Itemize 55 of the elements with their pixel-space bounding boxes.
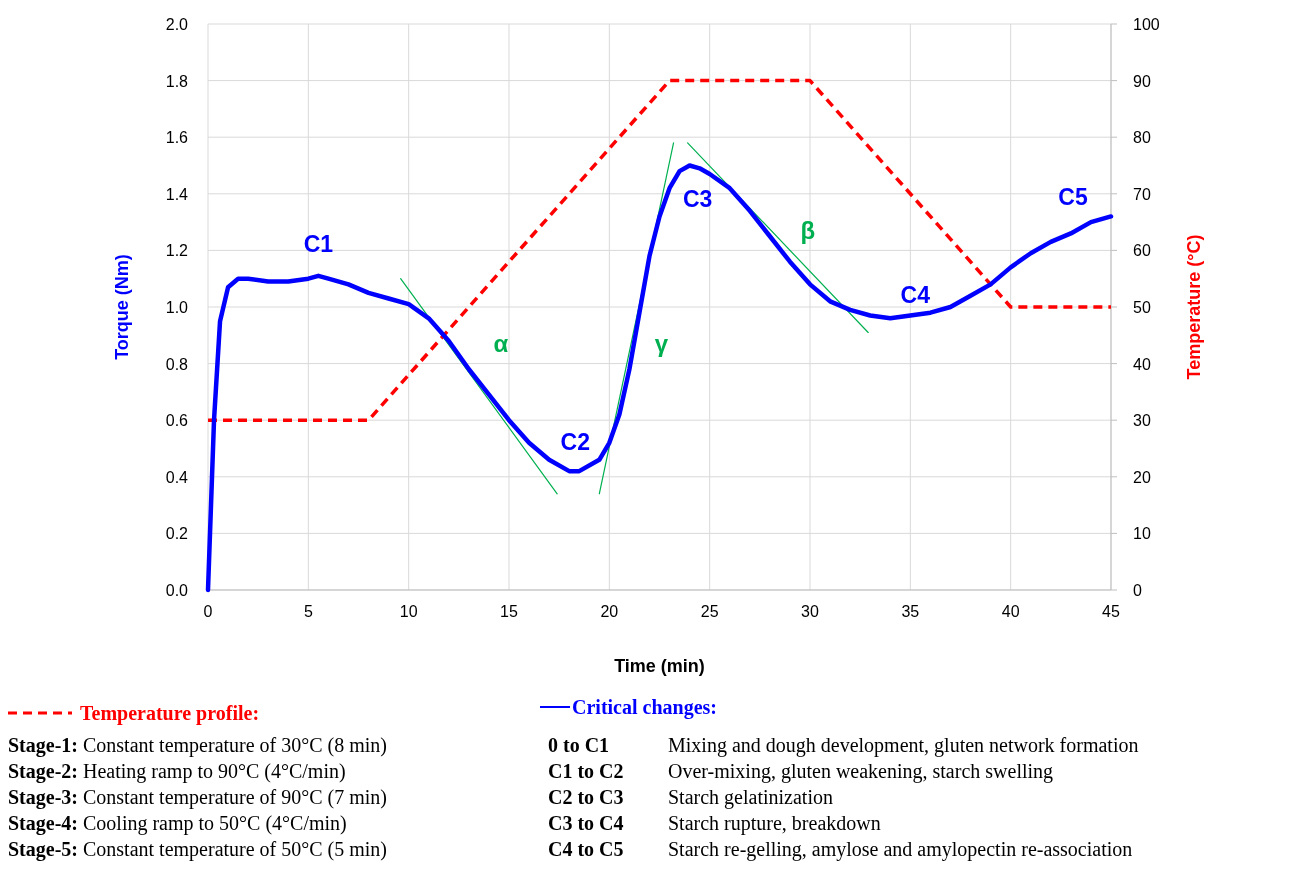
x-tick-label: 45: [1102, 603, 1120, 620]
x-tick-label: 35: [901, 603, 920, 620]
y2-tick-label: 10: [1133, 525, 1151, 543]
text: 0 to C1 Mixing and dough development, gluten network formation: [548, 734, 1139, 756]
x-tick-label: 15: [500, 603, 518, 620]
annotation: α: [493, 329, 509, 357]
x-tick-label: 40: [1001, 603, 1020, 620]
y-tick-label: 2.0: [165, 16, 189, 33]
annotation: C5: [1058, 184, 1088, 211]
text: C3 to C4 Starch rupture, breakdown: [548, 812, 881, 834]
annotation: γ: [654, 329, 669, 357]
annotation: C4: [900, 282, 931, 309]
y-tick-label: 0.2: [165, 525, 189, 543]
text: C2 to C3 Starch gelatinization: [548, 786, 833, 808]
text: C1 to C2 Over-mixing, gluten weakening, starch swelling: [548, 760, 1054, 782]
y-tick-label: 0.6: [165, 412, 189, 430]
x-tick-label: 25: [700, 603, 719, 620]
text: C4 to C5 Starch re-gelling, amylose and amylopectin re-association: [548, 838, 1133, 860]
x-tick-label: 30: [801, 603, 819, 620]
y-tick-label: 0.8: [165, 355, 189, 373]
x-tick-label: 10: [399, 603, 418, 620]
y-tick-label: 1.2: [165, 242, 189, 260]
y-tick-label: 0.4: [165, 468, 189, 486]
annotation: β: [800, 216, 816, 244]
x-axis-title: Time (min): [614, 656, 705, 676]
annotation: C2: [560, 429, 590, 456]
text: Stage-5: Constant temperature of 50°C (5 min): [8, 838, 388, 861]
y-tick-label: 1.4: [165, 185, 189, 203]
x-tick-label: 20: [600, 603, 619, 620]
y-tick-label: 0.0: [165, 582, 189, 599]
y2-tick-label: 70: [1133, 185, 1151, 203]
y2-tick-label: 20: [1133, 468, 1151, 486]
y-tick-label: 1.8: [165, 72, 189, 90]
y-axis-title: Torque (Nm): [112, 254, 132, 360]
x-tick-label: 0: [203, 603, 213, 620]
y2-tick-label: 50: [1133, 299, 1151, 316]
legend-label: Temperature profile:: [80, 702, 260, 725]
annotation: C1: [303, 230, 334, 257]
y2-tick-label: 30: [1133, 412, 1151, 430]
y2-tick-label: 80: [1133, 129, 1151, 147]
legend-label: Critical changes:: [572, 696, 717, 719]
y2-axis-title: Temperature (°C): [1184, 234, 1204, 380]
text: Stage-1: Constant temperature of 30°C (8 min): [8, 734, 388, 757]
y-tick-label: 1.0: [165, 299, 189, 316]
y2-tick-label: 0: [1133, 582, 1142, 599]
y-tick-label: 1.6: [165, 129, 189, 147]
text: Stage-2: Heating ramp to 90°C (4°C/min): [8, 760, 346, 783]
y2-tick-label: 100: [1133, 16, 1160, 33]
x-tick-label: 5: [303, 603, 313, 620]
y2-tick-label: 60: [1133, 242, 1151, 260]
text: Stage-3: Constant temperature of 90°C (7 min): [8, 786, 388, 809]
text: Stage-4: Cooling ramp to 50°C (4°C/min): [8, 812, 347, 835]
y2-tick-label: 90: [1133, 72, 1151, 90]
annotation: C3: [682, 185, 713, 212]
y2-tick-label: 40: [1133, 355, 1151, 373]
